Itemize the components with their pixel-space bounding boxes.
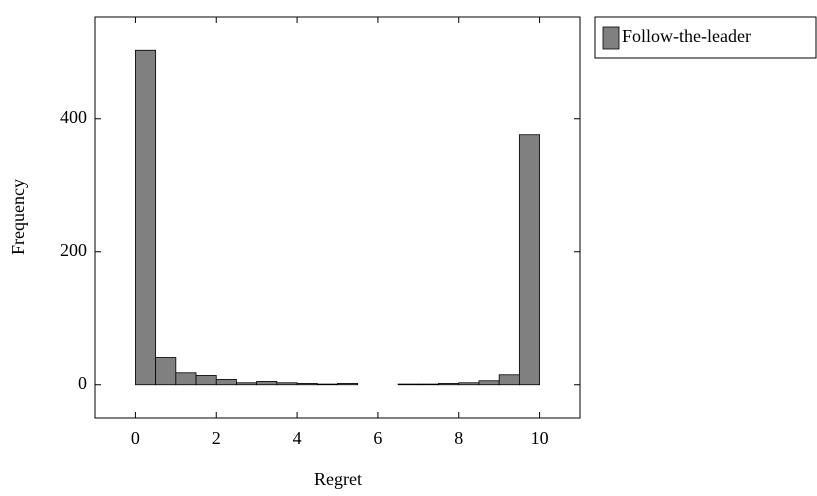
bar (155, 357, 177, 386)
x-tick-label: 4 (293, 428, 302, 448)
bar (438, 383, 460, 386)
y-axis-label: Frequency (8, 179, 28, 255)
x-tick-label: 2 (212, 428, 221, 448)
bar (458, 382, 480, 386)
legend-swatch (602, 26, 620, 50)
legend-box (594, 16, 817, 59)
bar (518, 134, 540, 386)
bar (417, 383, 439, 386)
plot-frame (94, 16, 581, 419)
y-tick-label: 400 (60, 107, 87, 127)
bar (337, 383, 359, 386)
bar (195, 375, 217, 386)
bar (296, 383, 318, 386)
bar (256, 381, 278, 386)
bar (498, 374, 520, 386)
bar (175, 372, 197, 386)
x-tick-label: 0 (131, 428, 140, 448)
bar (215, 379, 237, 386)
bar (135, 49, 157, 386)
x-axis-label: Regret (314, 469, 362, 489)
bar (316, 383, 338, 386)
legend-label: Follow-the-leader (622, 26, 751, 46)
y-tick-label: 200 (60, 240, 87, 260)
bar (397, 383, 419, 386)
bar (276, 382, 298, 386)
x-tick-label: 10 (531, 428, 549, 448)
bar (236, 382, 258, 386)
x-tick-label: 6 (373, 428, 382, 448)
y-tick-label: 0 (78, 373, 87, 393)
bar (478, 380, 500, 386)
x-tick-label: 8 (454, 428, 463, 448)
